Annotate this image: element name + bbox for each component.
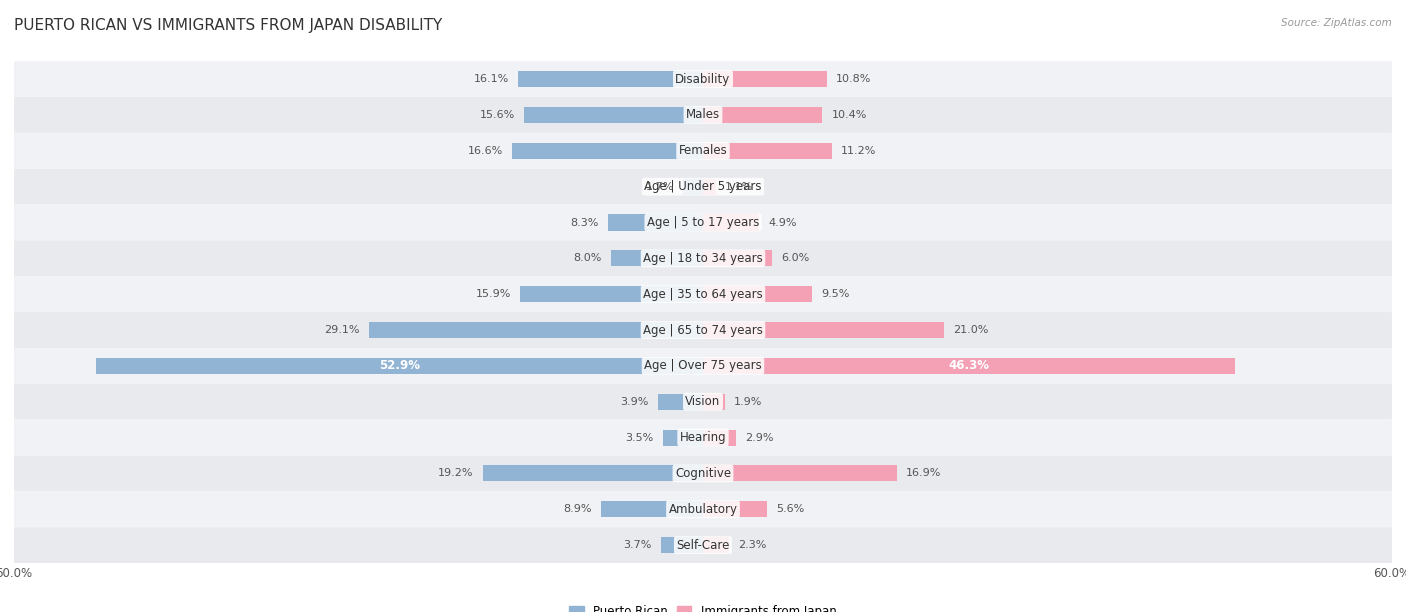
Text: 11.2%: 11.2% xyxy=(841,146,876,156)
FancyBboxPatch shape xyxy=(14,241,1392,276)
Text: Age | Under 5 years: Age | Under 5 years xyxy=(644,180,762,193)
Text: 52.9%: 52.9% xyxy=(378,359,420,372)
Text: 2.9%: 2.9% xyxy=(745,433,773,442)
Bar xyxy=(703,537,730,553)
Text: 29.1%: 29.1% xyxy=(325,325,360,335)
Text: PUERTO RICAN VS IMMIGRANTS FROM JAPAN DISABILITY: PUERTO RICAN VS IMMIGRANTS FROM JAPAN DI… xyxy=(14,18,443,34)
Bar xyxy=(703,214,759,231)
Text: 4.9%: 4.9% xyxy=(769,217,797,228)
Bar xyxy=(96,358,703,374)
Text: 8.0%: 8.0% xyxy=(574,253,602,263)
Bar xyxy=(512,143,703,159)
Text: 3.5%: 3.5% xyxy=(626,433,654,442)
Text: 21.0%: 21.0% xyxy=(953,325,988,335)
Text: 1.9%: 1.9% xyxy=(734,397,762,407)
Text: Self-Care: Self-Care xyxy=(676,539,730,551)
Bar xyxy=(703,143,831,159)
Bar xyxy=(520,286,703,302)
Bar xyxy=(607,214,703,231)
Bar xyxy=(600,501,703,517)
Bar xyxy=(703,179,716,195)
Text: 1.7%: 1.7% xyxy=(645,182,675,192)
Bar xyxy=(703,322,945,338)
Bar xyxy=(703,394,725,410)
Bar xyxy=(703,250,772,266)
Text: 10.4%: 10.4% xyxy=(831,110,868,120)
Bar xyxy=(612,250,703,266)
Text: 2.3%: 2.3% xyxy=(738,540,766,550)
Text: Age | 35 to 64 years: Age | 35 to 64 years xyxy=(643,288,763,300)
FancyBboxPatch shape xyxy=(14,420,1392,455)
Text: Source: ZipAtlas.com: Source: ZipAtlas.com xyxy=(1281,18,1392,28)
Bar xyxy=(703,430,737,446)
Text: 16.9%: 16.9% xyxy=(907,468,942,479)
Text: 6.0%: 6.0% xyxy=(782,253,810,263)
FancyBboxPatch shape xyxy=(14,527,1392,563)
Text: Cognitive: Cognitive xyxy=(675,467,731,480)
Text: Disability: Disability xyxy=(675,73,731,86)
Text: Females: Females xyxy=(679,144,727,157)
FancyBboxPatch shape xyxy=(14,348,1392,384)
Bar xyxy=(524,107,703,123)
Bar xyxy=(703,107,823,123)
Text: Age | 5 to 17 years: Age | 5 to 17 years xyxy=(647,216,759,229)
Bar xyxy=(661,537,703,553)
Bar xyxy=(519,71,703,87)
Text: 8.3%: 8.3% xyxy=(571,217,599,228)
Text: 3.9%: 3.9% xyxy=(620,397,650,407)
Bar xyxy=(703,465,897,482)
Bar xyxy=(368,322,703,338)
Text: 46.3%: 46.3% xyxy=(948,359,990,372)
Text: 16.6%: 16.6% xyxy=(468,146,503,156)
Text: Vision: Vision xyxy=(685,395,721,408)
Bar xyxy=(683,179,703,195)
FancyBboxPatch shape xyxy=(14,491,1392,527)
Text: Age | 65 to 74 years: Age | 65 to 74 years xyxy=(643,324,763,337)
FancyBboxPatch shape xyxy=(14,169,1392,204)
Text: 19.2%: 19.2% xyxy=(437,468,474,479)
FancyBboxPatch shape xyxy=(14,133,1392,169)
Text: Ambulatory: Ambulatory xyxy=(668,503,738,516)
FancyBboxPatch shape xyxy=(14,61,1392,97)
FancyBboxPatch shape xyxy=(14,204,1392,241)
Text: Age | Over 75 years: Age | Over 75 years xyxy=(644,359,762,372)
Bar xyxy=(662,430,703,446)
FancyBboxPatch shape xyxy=(14,455,1392,491)
Bar xyxy=(703,358,1234,374)
FancyBboxPatch shape xyxy=(14,384,1392,420)
Text: Hearing: Hearing xyxy=(679,431,727,444)
FancyBboxPatch shape xyxy=(14,276,1392,312)
Text: 16.1%: 16.1% xyxy=(474,74,509,84)
Text: Males: Males xyxy=(686,108,720,121)
Bar xyxy=(703,71,827,87)
Text: 5.6%: 5.6% xyxy=(776,504,804,514)
Bar xyxy=(482,465,703,482)
Bar xyxy=(703,286,813,302)
Text: 15.6%: 15.6% xyxy=(479,110,515,120)
Text: 15.9%: 15.9% xyxy=(475,289,512,299)
Text: 10.8%: 10.8% xyxy=(837,74,872,84)
FancyBboxPatch shape xyxy=(14,312,1392,348)
Bar xyxy=(658,394,703,410)
Legend: Puerto Rican, Immigrants from Japan: Puerto Rican, Immigrants from Japan xyxy=(565,600,841,612)
Text: 8.9%: 8.9% xyxy=(564,504,592,514)
FancyBboxPatch shape xyxy=(14,97,1392,133)
Text: 3.7%: 3.7% xyxy=(623,540,651,550)
Text: 9.5%: 9.5% xyxy=(821,289,849,299)
Text: Age | 18 to 34 years: Age | 18 to 34 years xyxy=(643,252,763,265)
Text: 1.1%: 1.1% xyxy=(725,182,754,192)
Bar xyxy=(703,501,768,517)
